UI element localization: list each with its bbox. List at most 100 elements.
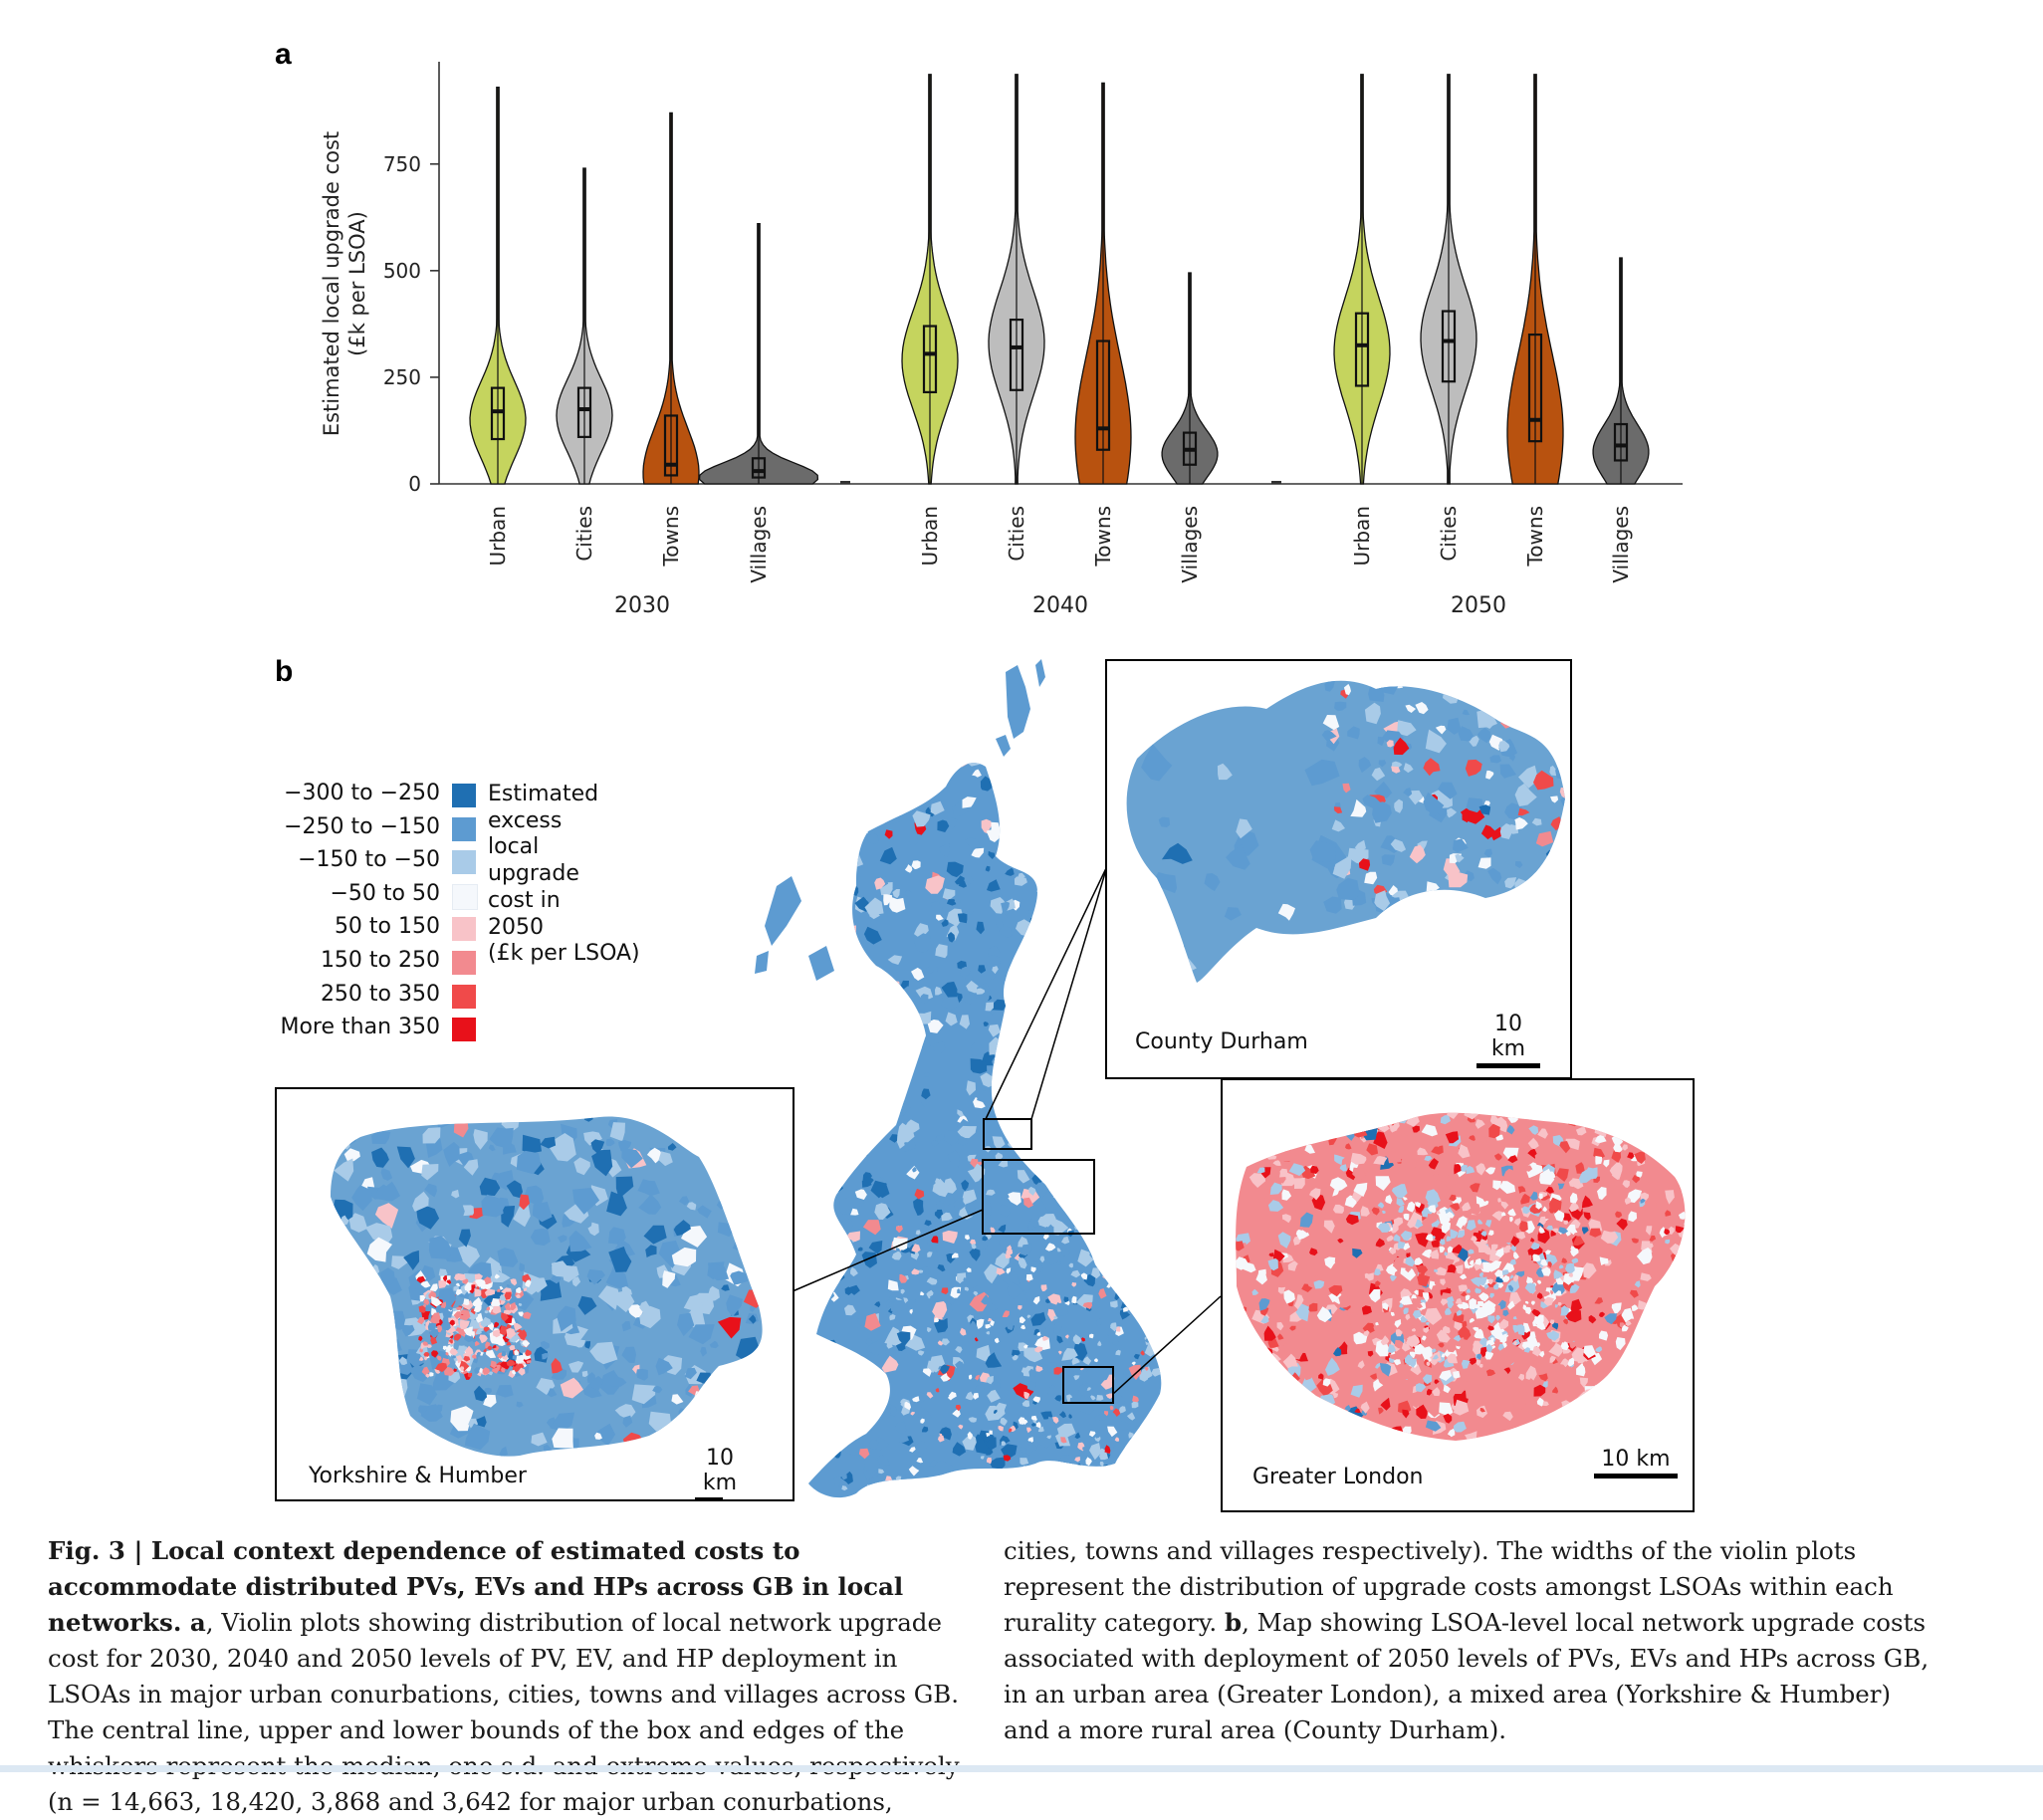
durham-box (983, 1118, 1032, 1150)
group-gap-marker (840, 481, 850, 484)
county-durham-scalebar: 10 km (1476, 1012, 1541, 1068)
iqr-box (1527, 333, 1543, 443)
category-label: Urban (1350, 506, 1374, 567)
caption-right-column: cities, towns and villages respectively)… (1004, 1533, 1939, 1748)
iqr-box (1441, 310, 1457, 383)
year-label: 2050 (1451, 593, 1506, 618)
group-gap-marker (1271, 481, 1281, 484)
y-tick-label: 750 (383, 152, 421, 176)
legend-title-line: cost in (488, 887, 561, 913)
legend-item: −250 to −150 (159, 814, 440, 844)
legend-swatch (452, 984, 476, 1009)
panel-b-label: b (275, 655, 294, 688)
category-label: Cities (1437, 506, 1461, 562)
legend-item: −150 to −50 (159, 847, 440, 877)
legend-item-label: −50 to 50 (330, 880, 441, 906)
scalebar-text: 10 km (702, 1446, 738, 1495)
legend-item-label: 250 to 350 (320, 981, 440, 1007)
legend-item-label: More than 350 (280, 1015, 440, 1040)
caption-a-text: , Violin plots showing distribution of l… (48, 1608, 960, 1816)
caption-b-label: b (1224, 1608, 1243, 1637)
category-label: Towns (659, 506, 683, 568)
category-label: Urban (918, 506, 942, 567)
caption-fig-label: Fig. 3 | (48, 1536, 151, 1565)
legend-title: Estimated excess local upgrade cost in 2050 (£… (488, 782, 707, 968)
legend-title-line: excess (488, 807, 563, 833)
y-axis-label: Estimated local upgrade cost (320, 131, 343, 436)
legend-item: −50 to 50 (159, 880, 441, 911)
y-tick-label: 250 (383, 365, 421, 389)
inset-yorkshire-humber: Yorkshire & Humber 10 km (275, 1087, 794, 1501)
county-durham-map (1126, 680, 1565, 983)
legend-item: −300 to −250 (159, 781, 440, 810)
scalebar-text: 10 km (1601, 1447, 1671, 1472)
y-tick-label: 0 (408, 472, 421, 496)
year-label: 2040 (1032, 593, 1088, 618)
legend-title-line: Estimated (488, 782, 599, 806)
y-tick-label: 500 (383, 259, 421, 283)
category-label: Towns (1091, 506, 1115, 568)
legend-title-line: 2050 (488, 914, 544, 940)
inset-county-durham: County Durham 10 km (1105, 659, 1572, 1079)
legend-title-line: (£k per LSOA) (488, 941, 640, 967)
legend-swatch (452, 1018, 476, 1042)
caption-right-text-1: cities, towns and villages respectively)… (1004, 1536, 1894, 1637)
durham-connector-2 (1030, 865, 1108, 1120)
legend-item: 50 to 150 (159, 914, 440, 944)
yorkshire-connector (792, 1209, 984, 1292)
category-label: Towns (1523, 506, 1547, 568)
iqr-box (922, 325, 938, 394)
iqr-box (490, 386, 506, 441)
caption-b-text: , Map showing LSOA-level local network u… (1004, 1608, 1930, 1744)
county-durham-label: County Durham (1135, 1029, 1308, 1054)
legend-item: More than 350 (159, 1015, 440, 1044)
legend-item-label: −300 to −250 (284, 781, 440, 805)
greater-london-map (1236, 1112, 1686, 1441)
panel-a-label: a (275, 38, 292, 71)
category-label: Villages (1609, 506, 1633, 583)
iqr-box (576, 386, 592, 438)
yorkshire-label: Yorkshire & Humber (309, 1464, 527, 1488)
iqr-box (663, 414, 679, 477)
london-connector (1112, 1295, 1222, 1395)
y-axis-label-units: (£k per LSOA) (345, 211, 369, 356)
legend-swatch (452, 883, 478, 910)
category-label: Villages (747, 506, 771, 583)
category-label: Urban (486, 506, 510, 567)
legend-item-label: −150 to −50 (298, 847, 440, 873)
figure-caption: Fig. 3 | Local context dependence of est… (48, 1533, 1999, 1816)
caption-title: Local context dependence of estimated co… (48, 1536, 904, 1637)
legend-swatch (452, 917, 476, 942)
greater-london-label: Greater London (1252, 1465, 1424, 1489)
iqr-box (1613, 422, 1629, 462)
caption-a-label: a (181, 1608, 206, 1637)
legend-item: 150 to 250 (159, 948, 440, 978)
yorkshire-scalebar: 10 km (687, 1446, 753, 1499)
scalebar-text: 10 km (1490, 1012, 1526, 1061)
greater-london-scalebar: 10 km (1593, 1447, 1679, 1479)
caption-left-column: Fig. 3 | Local context dependence of est… (48, 1533, 974, 1820)
legend-swatch (452, 951, 476, 975)
category-label: Cities (1005, 506, 1028, 562)
legend-item-label: −250 to −150 (284, 813, 440, 839)
inset-greater-london: Greater London 10 km (1221, 1078, 1695, 1512)
legend-title-line: local (488, 834, 540, 860)
legend-item: 250 to 350 (159, 982, 440, 1012)
iqr-box (751, 457, 767, 479)
legend-swatch (452, 850, 476, 875)
violin-chart: 0 250 500 750 Estimated local upgrade cost (£… (320, 62, 1683, 618)
legend-item-label: 50 to 150 (334, 914, 440, 940)
iqr-box (1354, 312, 1370, 387)
category-label: Villages (1178, 506, 1202, 583)
iqr-box (1009, 318, 1024, 391)
durham-connector (985, 865, 1108, 1120)
page-bottom-rule (0, 1765, 2043, 1772)
year-label: 2030 (614, 593, 670, 618)
iqr-box (1095, 340, 1111, 451)
category-label: Cities (572, 506, 596, 562)
legend-title-line: upgrade (488, 861, 579, 887)
legend-item-label: 150 to 250 (320, 948, 440, 973)
yorkshire-map (331, 1116, 763, 1457)
legend-swatch (452, 784, 476, 807)
yorkshire-box (982, 1159, 1095, 1235)
